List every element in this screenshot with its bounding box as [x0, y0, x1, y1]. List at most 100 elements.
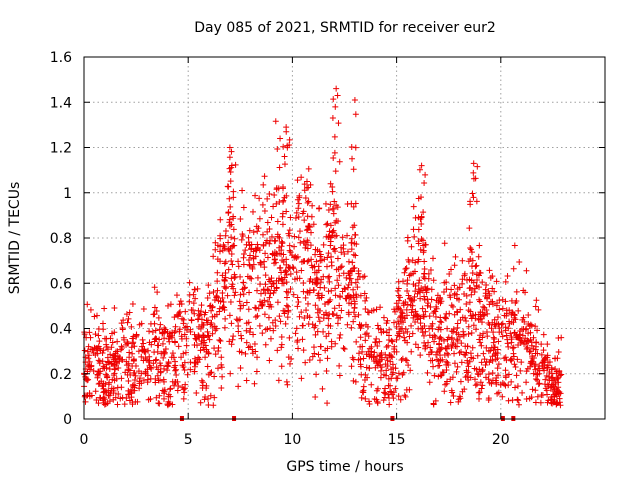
data-point: [362, 337, 369, 344]
data-point: [246, 242, 253, 249]
data-point: [305, 300, 312, 307]
data-point: [217, 216, 224, 223]
data-point: [278, 363, 285, 370]
data-point: [267, 290, 274, 297]
data-point: [372, 339, 379, 346]
data-point: [294, 303, 301, 310]
data-point: [430, 363, 437, 370]
data-point: [310, 221, 317, 228]
data-point: [239, 187, 246, 194]
data-point: [460, 331, 467, 338]
data-point: [268, 214, 275, 221]
data-point: [412, 341, 419, 348]
data-point: [279, 221, 286, 228]
data-point: [456, 393, 463, 400]
data-point: [128, 344, 135, 351]
data-point: [470, 322, 477, 329]
data-point: [320, 241, 327, 248]
data-point: [266, 357, 273, 364]
data-point: [278, 341, 285, 348]
data-point: [312, 251, 319, 258]
data-point: [160, 354, 167, 361]
data-point: [103, 361, 110, 368]
data-point: [228, 148, 235, 155]
data-point: [373, 306, 380, 313]
data-point: [341, 250, 348, 257]
data-point: [268, 283, 275, 290]
data-point: [252, 192, 259, 199]
data-point: [320, 273, 327, 280]
data-point: [231, 292, 238, 299]
data-point: [531, 363, 538, 370]
data-point: [338, 263, 345, 270]
data-point: [126, 397, 133, 404]
data-point: [386, 395, 393, 402]
data-point: [469, 190, 476, 197]
data-point: [237, 273, 244, 280]
data-point: [455, 296, 462, 303]
data-point: [100, 347, 107, 354]
data-point: [510, 344, 517, 351]
data-point: [467, 245, 474, 252]
data-point: [205, 350, 212, 357]
data-point: [441, 240, 448, 247]
data-point: [304, 258, 311, 265]
data-point: [466, 225, 473, 232]
data-point: [444, 350, 451, 357]
data-point: [479, 382, 486, 389]
data-point: [553, 393, 560, 400]
data-point: [221, 324, 228, 331]
data-point: [334, 204, 341, 211]
data-point: [221, 304, 228, 311]
data-point: [181, 331, 188, 338]
data-point: [309, 353, 316, 360]
data-point: [492, 344, 499, 351]
data-point: [391, 343, 398, 350]
data-point: [395, 318, 402, 325]
data-point: [495, 361, 502, 368]
data-point: [222, 274, 229, 281]
data-point: [478, 359, 485, 366]
data-point: [510, 265, 517, 272]
data-point: [475, 389, 482, 396]
data-point: [403, 306, 410, 313]
data-point: [296, 228, 303, 235]
data-point: [248, 275, 255, 282]
data-point: [123, 311, 130, 318]
data-point: [168, 332, 175, 339]
data-point: [492, 323, 499, 330]
data-point: [475, 371, 482, 378]
data-point: [103, 372, 110, 379]
data-point: [230, 333, 237, 340]
data-point: [104, 358, 111, 365]
data-point: [556, 388, 563, 395]
data-point: [423, 289, 430, 296]
data-point: [212, 239, 219, 246]
data-point: [157, 362, 164, 369]
data-point: [556, 399, 563, 406]
data-point: [470, 194, 477, 201]
data-point: [468, 277, 475, 284]
data-point: [523, 267, 530, 274]
data-point: [325, 288, 332, 295]
data-point: [405, 292, 412, 299]
data-point: [432, 397, 439, 404]
data-point: [530, 334, 537, 341]
data-point: [306, 356, 313, 363]
data-point: [404, 287, 411, 294]
data-point: [304, 226, 311, 233]
chart-title: Day 085 of 2021, SRMTID for receiver eur…: [194, 20, 496, 36]
data-point: [270, 327, 277, 334]
data-point: [477, 379, 484, 386]
data-point: [389, 338, 396, 345]
data-point: [461, 270, 468, 277]
data-point: [176, 328, 183, 335]
data-point: [353, 338, 360, 345]
data-point: [208, 369, 215, 376]
data-point: [275, 377, 282, 384]
data-point: [304, 199, 311, 206]
data-point: [286, 136, 293, 143]
data-point: [160, 395, 167, 402]
data-point: [487, 347, 494, 354]
data-point: [538, 351, 545, 358]
